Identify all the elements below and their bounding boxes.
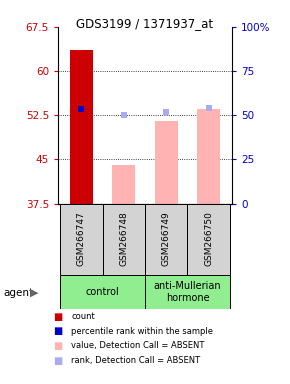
Text: ■: ■ <box>53 356 63 366</box>
Text: GSM266749: GSM266749 <box>162 212 171 266</box>
Text: ■: ■ <box>53 326 63 336</box>
Bar <box>103 204 145 275</box>
Text: value, Detection Call = ABSENT: value, Detection Call = ABSENT <box>71 341 204 351</box>
Bar <box>70 50 93 204</box>
Text: GDS3199 / 1371937_at: GDS3199 / 1371937_at <box>77 17 213 30</box>
Text: control: control <box>86 287 119 297</box>
Text: count: count <box>71 312 95 321</box>
Bar <box>60 275 145 309</box>
Bar <box>112 165 135 204</box>
Bar <box>197 109 220 204</box>
Bar <box>155 121 178 204</box>
Text: ■: ■ <box>53 341 63 351</box>
Text: percentile rank within the sample: percentile rank within the sample <box>71 327 213 336</box>
Bar <box>145 275 230 309</box>
Bar <box>60 204 103 275</box>
Text: ■: ■ <box>53 312 63 322</box>
Bar <box>145 204 187 275</box>
Bar <box>187 204 230 275</box>
Text: agent: agent <box>3 288 33 298</box>
Text: GSM266748: GSM266748 <box>119 212 128 266</box>
Text: GSM266750: GSM266750 <box>204 212 213 266</box>
Text: rank, Detection Call = ABSENT: rank, Detection Call = ABSENT <box>71 356 200 365</box>
Text: anti-Mullerian
hormone: anti-Mullerian hormone <box>154 281 221 303</box>
Text: ▶: ▶ <box>30 288 39 298</box>
Text: GSM266747: GSM266747 <box>77 212 86 266</box>
